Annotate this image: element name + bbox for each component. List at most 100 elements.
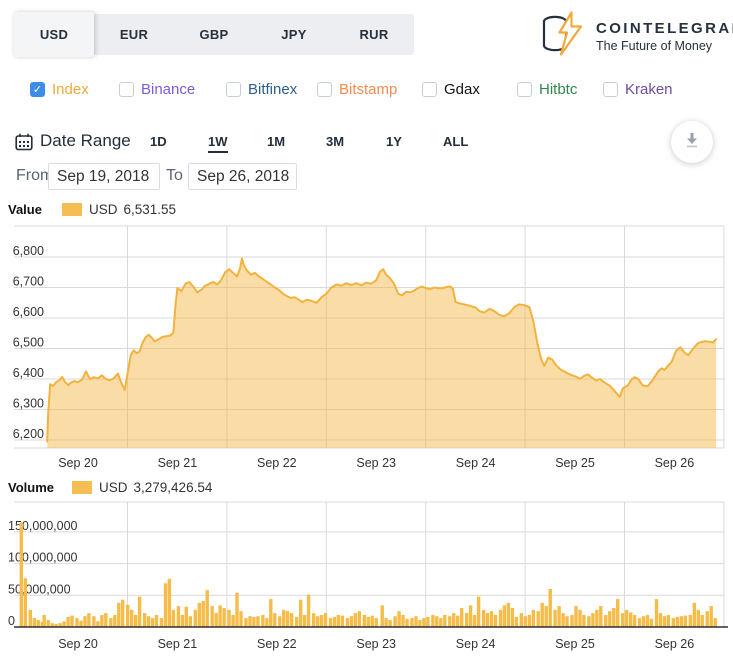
volume-bar [595, 609, 599, 627]
y-tick-label: 100,000,000 [8, 551, 78, 565]
x-tick-label: Sep 20 [58, 637, 98, 651]
volume-bar [83, 616, 87, 627]
volume-bar [625, 609, 629, 627]
volume-bar [565, 616, 569, 627]
volume-bar [366, 616, 370, 627]
exchange-bitstamp[interactable]: Bitstamp [317, 80, 397, 98]
checkbox-unchecked-icon[interactable] [119, 81, 134, 97]
to-date-input[interactable] [188, 163, 297, 190]
volume-bar [163, 583, 168, 627]
checkbox-checked-icon[interactable]: ✓ [30, 81, 45, 97]
cointelegraph-coin-bolt-icon [540, 11, 586, 62]
volume-bar [146, 616, 151, 627]
volume-bar [306, 594, 311, 627]
volume-bar [58, 623, 62, 627]
volume-bar [443, 615, 447, 627]
volume-bar [374, 618, 378, 627]
volume-bar [510, 608, 515, 627]
tab-eur[interactable]: EUR [119, 27, 149, 42]
exchange-bitfinex[interactable]: Bitfinex [226, 80, 297, 98]
checkbox-unchecked-icon[interactable] [226, 81, 241, 97]
y-tick-label: 6,800 [13, 244, 44, 258]
volume-bar [239, 611, 243, 627]
volume-bar [456, 615, 460, 627]
volume-bar [380, 605, 384, 627]
volume-bar [315, 616, 320, 627]
logo-name: COINTELEGRAPH [596, 19, 733, 37]
volume-bar [553, 609, 557, 627]
x-tick-label: Sep 21 [158, 456, 198, 470]
exchange-gdax[interactable]: Gdax [422, 80, 480, 98]
volume-bar-chart[interactable]: 0 50,000,000 100,000,000 150,000,000 Sep 20 S… [0, 496, 733, 666]
volume-bar [70, 615, 74, 627]
volume-bar [422, 618, 426, 627]
volume-bar [214, 613, 218, 627]
volume-bar [104, 613, 108, 627]
volume-legend-swatch [72, 481, 92, 494]
y-tick-label: 6,700 [13, 275, 44, 289]
range-button-3m[interactable]: 3M [326, 134, 345, 149]
volume-bar [493, 615, 498, 627]
tab-jpy[interactable]: JPY [281, 27, 307, 42]
checkbox-unchecked-icon[interactable] [317, 81, 332, 97]
volume-bar [311, 613, 316, 627]
value-chart-title: Value [8, 202, 42, 217]
tab-usd[interactable]: USD [14, 12, 94, 57]
volume-bar [431, 615, 435, 627]
volume-bar [582, 615, 586, 627]
volume-bar [40, 621, 44, 627]
logo-tagline: The Future of Money [596, 38, 713, 53]
volume-bar [649, 618, 654, 627]
download-button[interactable] [671, 121, 713, 163]
download-icon [684, 132, 700, 153]
volume-bar [561, 613, 565, 627]
volume-bar [50, 623, 54, 627]
exchange-label: Index [52, 80, 89, 98]
volume-bar [357, 611, 361, 627]
x-tick-label: Sep 23 [356, 637, 396, 651]
volume-bar [235, 592, 239, 627]
volume-bar [46, 620, 50, 627]
exchange-index[interactable]: ✓ Index [30, 80, 89, 98]
volume-bar [401, 615, 405, 627]
volume-bar [328, 618, 333, 627]
volume-bar [472, 615, 477, 627]
checkbox-unchecked-icon[interactable] [517, 81, 532, 97]
volume-bar [388, 620, 392, 627]
volume-bar [79, 620, 83, 627]
y-tick-label: 6,500 [13, 336, 44, 350]
volume-bar [154, 615, 159, 627]
volume-bar [705, 611, 709, 627]
volume-bar [66, 616, 70, 627]
checkbox-unchecked-icon[interactable] [603, 81, 618, 97]
volume-bar [159, 618, 164, 627]
x-tick-label: Sep 25 [555, 456, 595, 470]
range-button-1w[interactable]: 1W [208, 134, 228, 153]
volume-bar [244, 618, 248, 627]
range-button-all[interactable]: ALL [443, 134, 469, 149]
volume-bar [700, 615, 704, 627]
range-button-1m[interactable]: 1M [267, 134, 286, 149]
volume-bar [121, 599, 125, 627]
volume-bar [641, 616, 646, 627]
exchange-binance[interactable]: Binance [119, 80, 195, 98]
volume-bar [540, 602, 544, 627]
volume-bar [460, 608, 464, 627]
volume-bar [658, 613, 663, 627]
checkbox-unchecked-icon[interactable] [422, 81, 437, 97]
tab-gbp[interactable]: GBP [199, 27, 229, 42]
exchange-hitbtc[interactable]: Hitbtc [517, 80, 577, 98]
exchange-kraken[interactable]: Kraken [603, 80, 673, 98]
volume-bar [218, 605, 222, 627]
from-date-input[interactable] [48, 163, 160, 190]
volume-bar [591, 613, 595, 627]
volume-bar [531, 609, 535, 627]
tab-rur[interactable]: RUR [359, 27, 389, 42]
volume-bar [426, 616, 430, 627]
volume-bar [319, 615, 324, 627]
range-button-1d[interactable]: 1D [150, 134, 167, 149]
volume-bar [692, 602, 696, 627]
volume-bar [210, 606, 214, 627]
value-area-chart[interactable]: 6,200 6,300 6,400 6,500 6,600 6,700 6,800 Sep 2… [0, 222, 733, 472]
range-button-1y[interactable]: 1Y [386, 134, 402, 149]
